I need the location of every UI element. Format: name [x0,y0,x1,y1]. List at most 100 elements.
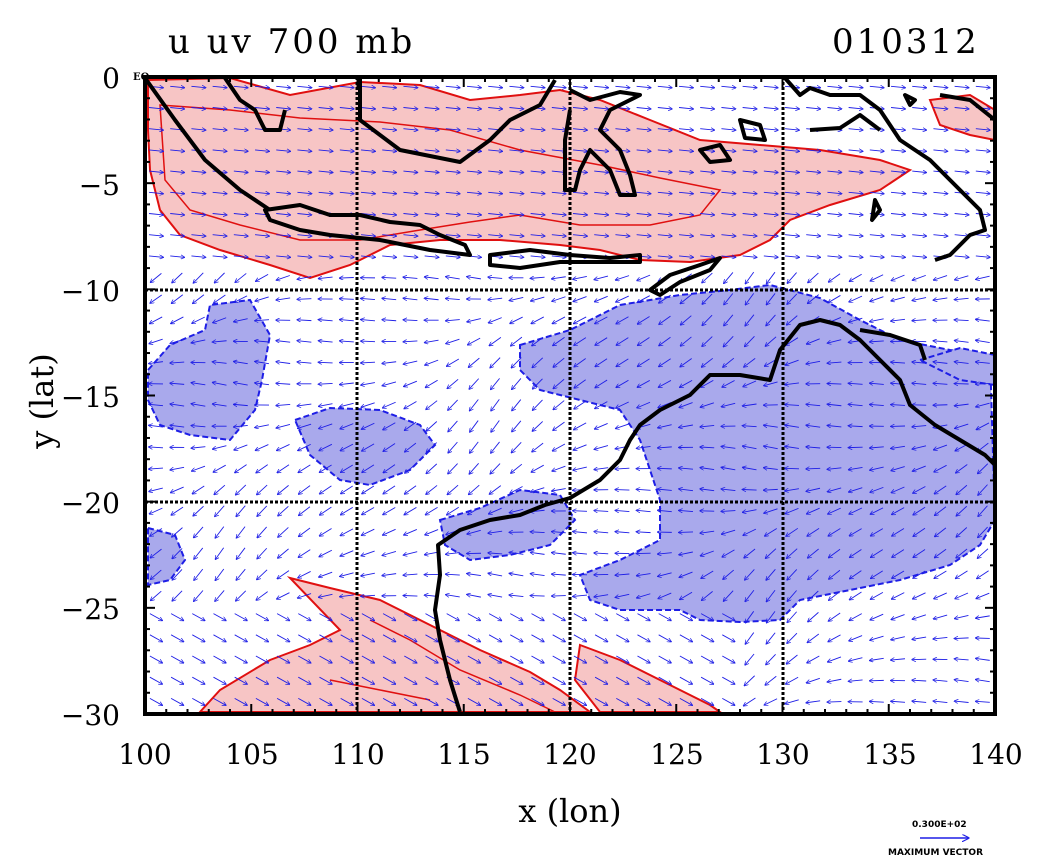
wind-vector [382,150,396,151]
wind-vector [255,383,269,385]
wind-vector [975,235,990,236]
wind-vector [320,506,332,515]
wind-vector [869,192,884,193]
wind-vector [657,235,672,236]
wind-vector [892,528,905,535]
wind-vector [638,316,650,323]
wind-vector [616,698,628,705]
wind-vector [766,314,776,325]
wind-vector [594,445,609,450]
wind-vector [658,424,672,428]
wind-vector [763,150,778,151]
wind-vector [212,214,227,215]
wind-vector [213,362,227,364]
wind-vector [615,510,630,511]
wind-vector [912,192,926,193]
wind-vector [850,273,862,281]
wind-vector [848,150,863,151]
wind-vector [213,676,225,684]
wind-vector [767,611,776,622]
wind-vector [254,108,269,109]
wind-vector [766,569,776,580]
wind-vector [616,634,628,642]
wind-vector [721,446,736,448]
wind-vector [445,256,460,257]
wind-vector [466,192,481,193]
wind-vector [446,574,460,575]
wind-vector [827,404,842,405]
wind-vector [403,192,417,193]
wind-vector [657,150,672,151]
wind-vector [509,171,523,172]
wind-vector [361,362,376,363]
x-tick-label: 130 [756,738,810,771]
wind-vector [447,378,459,388]
wind-vector [404,634,416,642]
wind-vector [827,171,841,172]
wind-vector [848,214,863,215]
wind-vector [236,484,247,495]
wind-vector [297,256,311,257]
wind-vector [318,129,333,130]
wind-vector [297,86,311,87]
wind-vector [382,362,397,364]
wind-vector [171,486,184,492]
wind-vector [573,532,588,533]
wind-vector [638,358,650,366]
wind-vector [572,86,587,87]
wind-vector [491,441,500,453]
wind-vector [276,298,291,300]
wind-vector [701,550,714,556]
wind-vector [510,676,522,684]
wind-vector [913,527,926,536]
wind-vector [552,553,566,555]
wind-vector [637,574,651,576]
wind-vector [913,549,926,558]
wind-vector [827,362,842,363]
wind-vector [594,275,609,280]
wind-vector [806,404,821,405]
wind-vector [870,274,884,281]
wind-vector [573,444,587,450]
wind-vector [530,235,545,236]
wind-vector [700,655,713,663]
wind-vector [722,549,735,557]
wind-vector [531,464,544,472]
wind-vector [318,192,333,193]
wind-vector [615,574,630,575]
wind-vector [172,569,183,579]
wind-vector [954,214,969,215]
wind-vector [657,256,672,257]
wind-vector [616,423,630,429]
wind-vector [318,150,333,151]
wind-vector [339,86,354,87]
wind-vector [170,171,184,172]
coast-java [263,203,472,257]
wind-vector [234,634,247,642]
wind-vector [743,489,757,490]
wind-vector [721,108,735,109]
wind-vector [553,337,565,345]
wind-vector [149,613,162,621]
wind-vector [531,676,543,684]
vector-key-value: 0.300E+02 [912,820,967,830]
wind-vector [341,485,353,494]
wind-vector [215,272,225,283]
wind-vector [298,698,310,705]
wind-vector [148,192,163,193]
wind-vector [319,341,333,342]
wind-vector [870,383,884,384]
wind-vector [490,357,501,368]
wind-vector [658,447,672,448]
wind-vector [954,171,969,172]
wind-vector [700,171,714,172]
wind-vector [194,272,204,283]
wind-vector [658,553,672,554]
wind-vector [808,633,820,642]
wind-vector [763,171,778,172]
wind-vector [912,445,927,449]
wind-vector [488,192,502,193]
wind-vector [933,86,947,87]
wind-vector [573,595,588,596]
wind-vector [278,527,289,536]
